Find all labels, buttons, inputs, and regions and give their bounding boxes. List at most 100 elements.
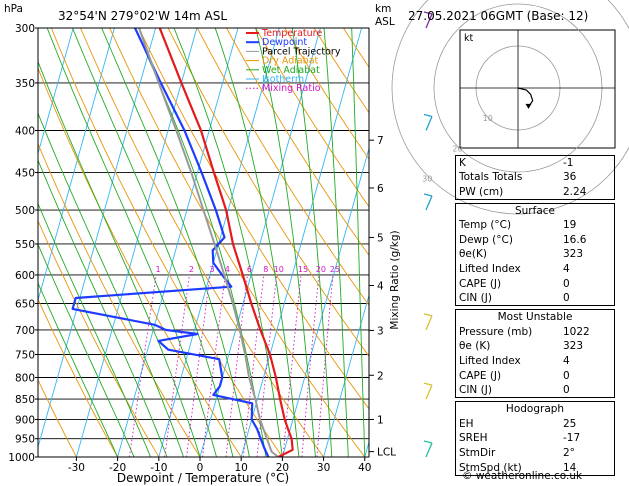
indices-table: K -1 Totals Totals 36 PW (cm) 2.24	[455, 155, 615, 200]
stat-value: 2.24	[563, 185, 587, 198]
stats-panel: K -1 Totals Totals 36 PW (cm) 2.24 Surface Te…	[455, 155, 615, 479]
hodograph-ring-label: 20	[452, 144, 462, 153]
mixing-ratio-label: 15	[298, 265, 308, 274]
pressure-tick-label: 450	[15, 167, 35, 179]
wind-barb-flag	[423, 440, 433, 444]
stat-value: 1022	[563, 325, 590, 338]
wind-barb	[425, 384, 433, 400]
pressure-tick-label: 400	[15, 126, 35, 138]
series-temperature	[158, 28, 294, 457]
surface-box: Surface Temp (°C) 19 Dewp (°C) 16.6 θe(K) 323…	[455, 202, 615, 307]
wet-adiabat-line	[101, 28, 250, 457]
surface-table: Temp (°C) 19 Dewp (°C) 16.6 θe(K) 323 Lifted I…	[456, 218, 614, 306]
dry-adiabat-line	[38, 219, 160, 457]
stat-row: CIN (J) 0	[456, 383, 614, 398]
wind-barb-flag	[423, 313, 433, 317]
legend-entry: Mixing Ratio	[262, 83, 321, 94]
wind-barbs	[423, 11, 433, 458]
pressure-tick-label: 600	[15, 270, 35, 282]
wind-barb-flag	[423, 382, 433, 386]
stat-label: StmSpd (kt)	[459, 461, 522, 474]
credit-text: © weatheronline.co.uk	[462, 470, 583, 482]
mixing-ratio-line	[316, 274, 334, 457]
wet-adiabat-line	[38, 282, 119, 457]
mixing-ratio-line	[242, 274, 265, 457]
hodograph: kt 10 20 30	[391, 0, 629, 215]
dry-adiabat-line	[38, 298, 118, 457]
stat-label: Dewp (°C)	[459, 233, 513, 246]
wet-adiabat-line	[323, 28, 349, 457]
location-title: 32°54'N 279°02'W 14m ASL	[58, 9, 227, 23]
km-tick-label: 3	[377, 325, 384, 337]
surface-title: Surface	[514, 204, 555, 217]
dry-adiabat-line	[109, 28, 366, 457]
km-tick-label: 6	[377, 183, 384, 195]
stat-value: 19	[563, 219, 577, 232]
stat-value: 323	[563, 340, 584, 353]
temp-tick-label: 0	[197, 462, 204, 474]
stat-label: SREH	[459, 432, 488, 445]
pressure-tick-label: 500	[15, 205, 35, 217]
wind-barb	[425, 116, 433, 131]
wind-barb	[425, 13, 433, 29]
stat-label: Lifted Index	[459, 262, 521, 275]
stat-value: -1	[563, 157, 574, 170]
stat-row: Lifted Index 4	[456, 354, 614, 369]
stat-row: EH 25	[456, 416, 614, 431]
dry-adiabat-line	[226, 28, 369, 257]
wet-adiabat-line	[38, 159, 168, 457]
stat-label: Totals Totals	[459, 171, 523, 184]
legend-entry: Parcel Trajectory	[262, 46, 341, 57]
stat-value: 0	[563, 384, 570, 397]
legend-entry: Wet Adiabat	[262, 65, 320, 76]
isotherm-line	[38, 28, 115, 302]
stat-row: CAPE (J) 0	[456, 368, 614, 383]
wet-adiabat-line	[46, 28, 217, 457]
mixing-ratio-label: 2	[189, 265, 194, 274]
stat-value: 36	[563, 171, 577, 184]
isotherm-line	[240, 28, 363, 457]
wind-barb-flag	[423, 11, 433, 15]
dry-adiabat-line	[38, 67, 242, 457]
mixing-ratio-label: 3	[210, 265, 215, 274]
pressure-tick-label: 750	[15, 349, 35, 361]
km-tick-label: 2	[377, 370, 384, 382]
isotherm-line	[75, 28, 198, 457]
wet-adiabat-line	[38, 202, 152, 457]
stat-label: θe(K)	[459, 248, 487, 261]
dry-adiabat-line	[50, 28, 283, 457]
km-tick-label: LCL	[377, 447, 396, 459]
km-tick-label: 1	[377, 414, 384, 426]
stat-label: θe (K)	[459, 340, 491, 353]
hodograph-unit-label: kt	[464, 33, 474, 44]
mixing-ratio-axis-label: Mixing Ratio (g/kg)	[389, 230, 401, 329]
stat-value: 4	[563, 262, 570, 275]
temp-tick-label: 10	[235, 462, 248, 474]
hodograph-frame	[459, 29, 616, 149]
wet-adiabat-line	[72, 28, 234, 457]
datetime-title: 27.05.2021 06GMT (Base: 12)	[408, 9, 588, 23]
temp-tick-label: 40	[358, 462, 371, 474]
stat-label: Lifted Index	[459, 354, 521, 367]
pressure-tick-label: 300	[15, 23, 35, 35]
stat-value: 25	[563, 417, 577, 430]
series-parcel-trajectory	[138, 28, 279, 457]
stat-row: Dewp (°C) 16.6	[456, 232, 614, 247]
stat-label: K	[459, 157, 466, 170]
stat-label: PW (cm)	[459, 185, 504, 198]
pressure-tick-label: 900	[15, 414, 35, 426]
wet-adiabat-line	[173, 28, 283, 457]
isotherm-line	[38, 28, 157, 449]
hodograph-box: Hodograph EH 25 SREH -17 StmDir 2° StmSpd (kt)…	[455, 401, 615, 476]
hodograph-table: EH 25 SREH -17 StmDir 2° StmSpd (kt) 14	[456, 416, 614, 474]
temp-tick-label: -30	[68, 462, 85, 474]
stat-row: Lifted Index 4	[456, 262, 614, 277]
stat-row: CIN (J) 0	[456, 291, 614, 306]
mixing-ratio-label: 10	[274, 265, 284, 274]
km-tick-label: 5	[377, 232, 384, 244]
stat-value: 0	[563, 292, 570, 305]
stat-value: 4	[563, 354, 570, 367]
mixing-ratio-line	[202, 274, 226, 457]
